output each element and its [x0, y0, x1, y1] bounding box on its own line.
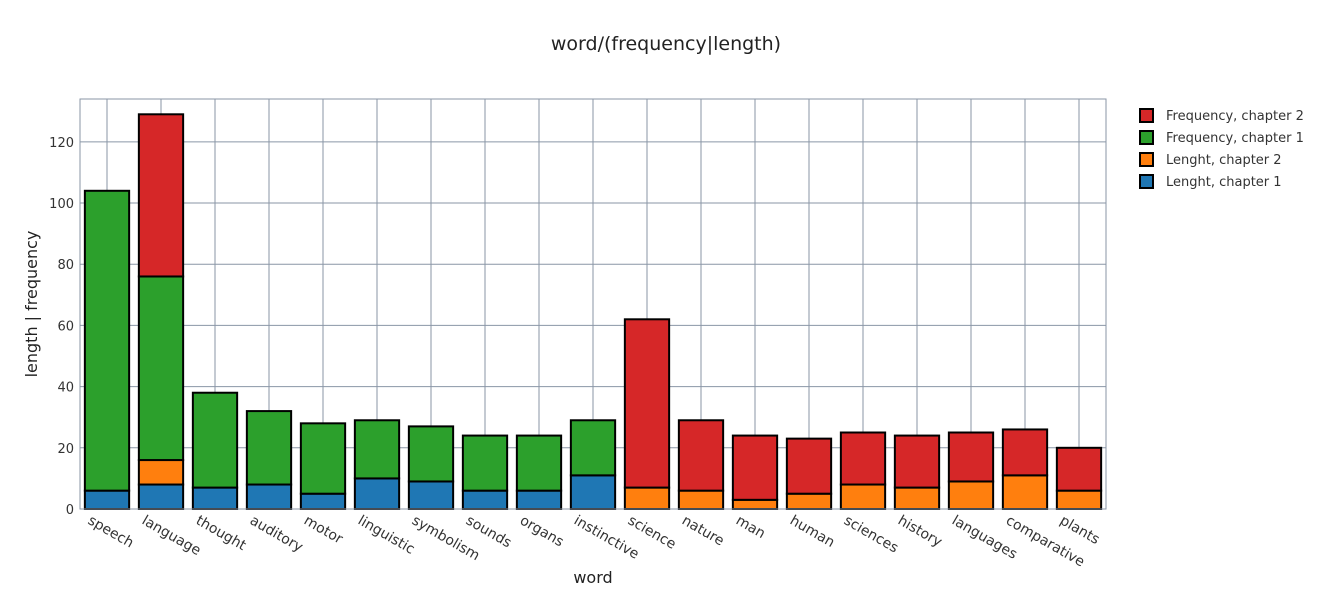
- y-tick-label: 0: [66, 503, 74, 518]
- x-tick-label: speech: [85, 513, 136, 552]
- legend-item[interactable]: Lenght, chapter 2: [1139, 152, 1282, 168]
- bar-languages-frequency-chapter-2[interactable]: [947, 431, 995, 483]
- bar-symbolism-frequency-chapter-1[interactable]: [407, 425, 455, 483]
- legend-swatch: [1139, 174, 1154, 189]
- bar-symbolism-lenght-chapter-1[interactable]: [407, 480, 455, 510]
- bar-man-lenght-chapter-2[interactable]: [731, 498, 779, 510]
- x-tick-label: human: [787, 513, 837, 551]
- bar-auditory-lenght-chapter-1[interactable]: [245, 483, 293, 511]
- x-tick-label: sciences: [841, 513, 901, 557]
- bar-thought-lenght-chapter-1[interactable]: [191, 486, 239, 511]
- bar-nature-lenght-chapter-2[interactable]: [677, 489, 725, 510]
- legend-item[interactable]: Frequency, chapter 2: [1139, 108, 1304, 124]
- bars: [83, 113, 1103, 511]
- legend: Frequency, chapter 2 Frequency, chapter 1…: [1139, 108, 1304, 190]
- chart-title: word/(frequency|length): [551, 33, 781, 55]
- bar-human-lenght-chapter-2[interactable]: [785, 492, 833, 511]
- bar-speech-lenght-chapter-1[interactable]: [83, 489, 131, 510]
- y-tick-label: 120: [49, 136, 74, 151]
- bar-human-frequency-chapter-2[interactable]: [785, 437, 833, 495]
- bar-comparative-lenght-chapter-2[interactable]: [1001, 474, 1049, 511]
- bar-linguistic-lenght-chapter-1[interactable]: [353, 477, 401, 510]
- y-tick-label: 20: [57, 442, 74, 457]
- legend-swatch: [1139, 152, 1154, 167]
- bar-motor-lenght-chapter-1[interactable]: [299, 492, 347, 511]
- bar-thought-frequency-chapter-1[interactable]: [191, 391, 239, 489]
- bar-history-lenght-chapter-2[interactable]: [893, 486, 941, 511]
- legend-label: Lenght, chapter 1: [1166, 175, 1282, 190]
- x-tick-label: nature: [679, 513, 727, 550]
- bar-language-lenght-chapter-2[interactable]: [137, 459, 185, 486]
- x-tick-label: auditory: [247, 513, 306, 556]
- bar-auditory-frequency-chapter-1[interactable]: [245, 410, 293, 486]
- bar-sciences-frequency-chapter-2[interactable]: [839, 431, 887, 486]
- x-tick-label: history: [895, 513, 945, 551]
- bar-language-lenght-chapter-1[interactable]: [137, 483, 185, 511]
- y-axis-ticks: 0 20 40 60 80 100 120: [49, 136, 74, 518]
- x-tick-label: man: [733, 513, 768, 542]
- legend-label: Frequency, chapter 1: [1166, 131, 1304, 146]
- plot-frame: [79, 98, 1107, 510]
- legend-label: Frequency, chapter 2: [1166, 109, 1304, 124]
- x-tick-label: organs: [517, 513, 566, 551]
- bar-science-frequency-chapter-2[interactable]: [623, 318, 671, 489]
- y-tick-label: 40: [57, 381, 74, 396]
- x-tick-label: motor: [301, 513, 346, 548]
- bar-science-lenght-chapter-2[interactable]: [623, 486, 671, 511]
- y-tick-label: 100: [49, 197, 74, 212]
- y-axis-label: length | frequency: [22, 231, 41, 378]
- bar-sciences-lenght-chapter-2[interactable]: [839, 483, 887, 511]
- bar-linguistic-frequency-chapter-1[interactable]: [353, 419, 401, 480]
- bar-speech-frequency-chapter-1[interactable]: [83, 189, 131, 492]
- bar-man-frequency-chapter-2[interactable]: [731, 434, 779, 501]
- bar-motor-frequency-chapter-1[interactable]: [299, 422, 347, 495]
- bar-instinctive-lenght-chapter-1[interactable]: [569, 474, 617, 511]
- y-tick-label: 60: [57, 319, 74, 334]
- x-axis-label: word: [573, 568, 612, 587]
- x-tick-label: linguistic: [355, 513, 417, 558]
- bar-sounds-lenght-chapter-1[interactable]: [461, 489, 509, 510]
- bar-languages-lenght-chapter-2[interactable]: [947, 480, 995, 510]
- bar-sounds-frequency-chapter-1[interactable]: [461, 434, 509, 492]
- bar-language-frequency-chapter-1[interactable]: [137, 275, 185, 462]
- legend-item[interactable]: Frequency, chapter 1: [1139, 130, 1304, 146]
- bar-plants-frequency-chapter-2[interactable]: [1055, 446, 1103, 492]
- bar-history-frequency-chapter-2[interactable]: [893, 434, 941, 489]
- legend-item[interactable]: Lenght, chapter 1: [1139, 174, 1282, 190]
- bar-language-frequency-chapter-2[interactable]: [137, 113, 185, 278]
- bar-organs-frequency-chapter-1[interactable]: [515, 434, 563, 492]
- bar-instinctive-frequency-chapter-1[interactable]: [569, 419, 617, 477]
- legend-label: Lenght, chapter 2: [1166, 153, 1282, 168]
- legend-swatch: [1139, 108, 1154, 123]
- bar-nature-frequency-chapter-2[interactable]: [677, 419, 725, 492]
- bar-comparative-frequency-chapter-2[interactable]: [1001, 428, 1049, 477]
- y-tick-label: 80: [57, 258, 74, 273]
- legend-swatch: [1139, 130, 1154, 145]
- x-tick-label: language: [139, 513, 203, 559]
- bar-organs-lenght-chapter-1[interactable]: [515, 489, 563, 510]
- bar-plants-lenght-chapter-2[interactable]: [1055, 489, 1103, 510]
